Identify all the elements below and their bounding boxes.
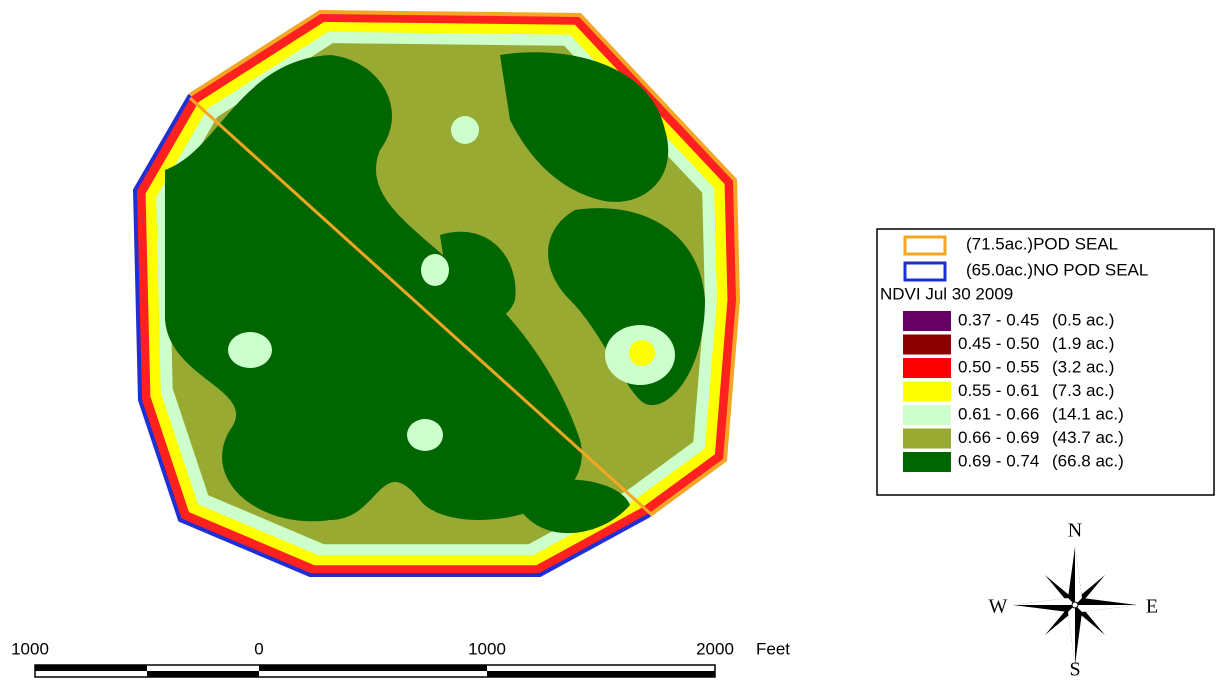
class-swatch: [903, 382, 951, 402]
boundary-label: (65.0ac.)NO POD SEAL: [966, 260, 1148, 279]
class-area: (1.9 ac.): [1052, 334, 1114, 353]
compass-n: N: [1068, 520, 1082, 542]
class-swatch: [903, 429, 951, 449]
scale-seg: [35, 665, 147, 671]
compass-s: S: [1069, 659, 1080, 681]
class-area: (14.1 ac.): [1052, 404, 1124, 423]
class-swatch: [903, 335, 951, 355]
class-range: 0.55 - 0.61: [958, 381, 1039, 400]
scale-seg: [147, 671, 259, 677]
scale-seg: [487, 671, 715, 677]
class-swatch: [903, 452, 951, 472]
legend-title: NDVI Jul 30 2009: [880, 284, 1013, 303]
boundary-label: (71.5ac.)POD SEAL: [966, 234, 1118, 253]
class-range: 0.69 - 0.74: [958, 451, 1039, 470]
scale-label: 1000: [11, 639, 49, 658]
compass-highlight: [1075, 605, 1137, 612]
scale-unit: Feet: [756, 639, 790, 658]
compass-e: E: [1146, 596, 1158, 618]
class-area: (0.5 ac.): [1052, 310, 1114, 329]
class-swatch: [903, 311, 951, 331]
map-page: (71.5ac.)POD SEAL (65.0ac.)NO POD SEAL NDV…: [0, 0, 1217, 683]
class-range: 0.50 - 0.55: [958, 357, 1039, 376]
spot: [451, 116, 479, 144]
class-area: (7.3 ac.): [1052, 381, 1114, 400]
scale-label: 1000: [468, 639, 506, 658]
class-area: (3.2 ac.): [1052, 357, 1114, 376]
compass-center: [1072, 602, 1078, 608]
spot: [228, 332, 272, 368]
scale-seg: [259, 665, 487, 671]
class-swatch: [903, 358, 951, 378]
spot: [421, 254, 449, 286]
class-range: 0.45 - 0.50: [958, 334, 1039, 353]
class-area: (43.7 ac.): [1052, 428, 1124, 447]
scale-bar: [35, 665, 715, 677]
compass-highlight: [1013, 598, 1075, 605]
yellow-spot: [629, 340, 655, 366]
compass-highlight: [1075, 547, 1082, 605]
compass-w: W: [989, 596, 1008, 618]
class-range: 0.61 - 0.66: [958, 404, 1039, 423]
class-area: (66.8 ac.): [1052, 451, 1124, 470]
scale-label: 2000: [696, 639, 734, 658]
class-swatch: [903, 405, 951, 425]
scale-label: 0: [254, 639, 263, 658]
class-range: 0.37 - 0.45: [958, 310, 1039, 329]
compass-highlight: [1068, 605, 1075, 665]
field-map: [135, 12, 738, 575]
compass: [1013, 547, 1137, 665]
class-range: 0.66 - 0.69: [958, 428, 1039, 447]
spot: [407, 419, 443, 451]
